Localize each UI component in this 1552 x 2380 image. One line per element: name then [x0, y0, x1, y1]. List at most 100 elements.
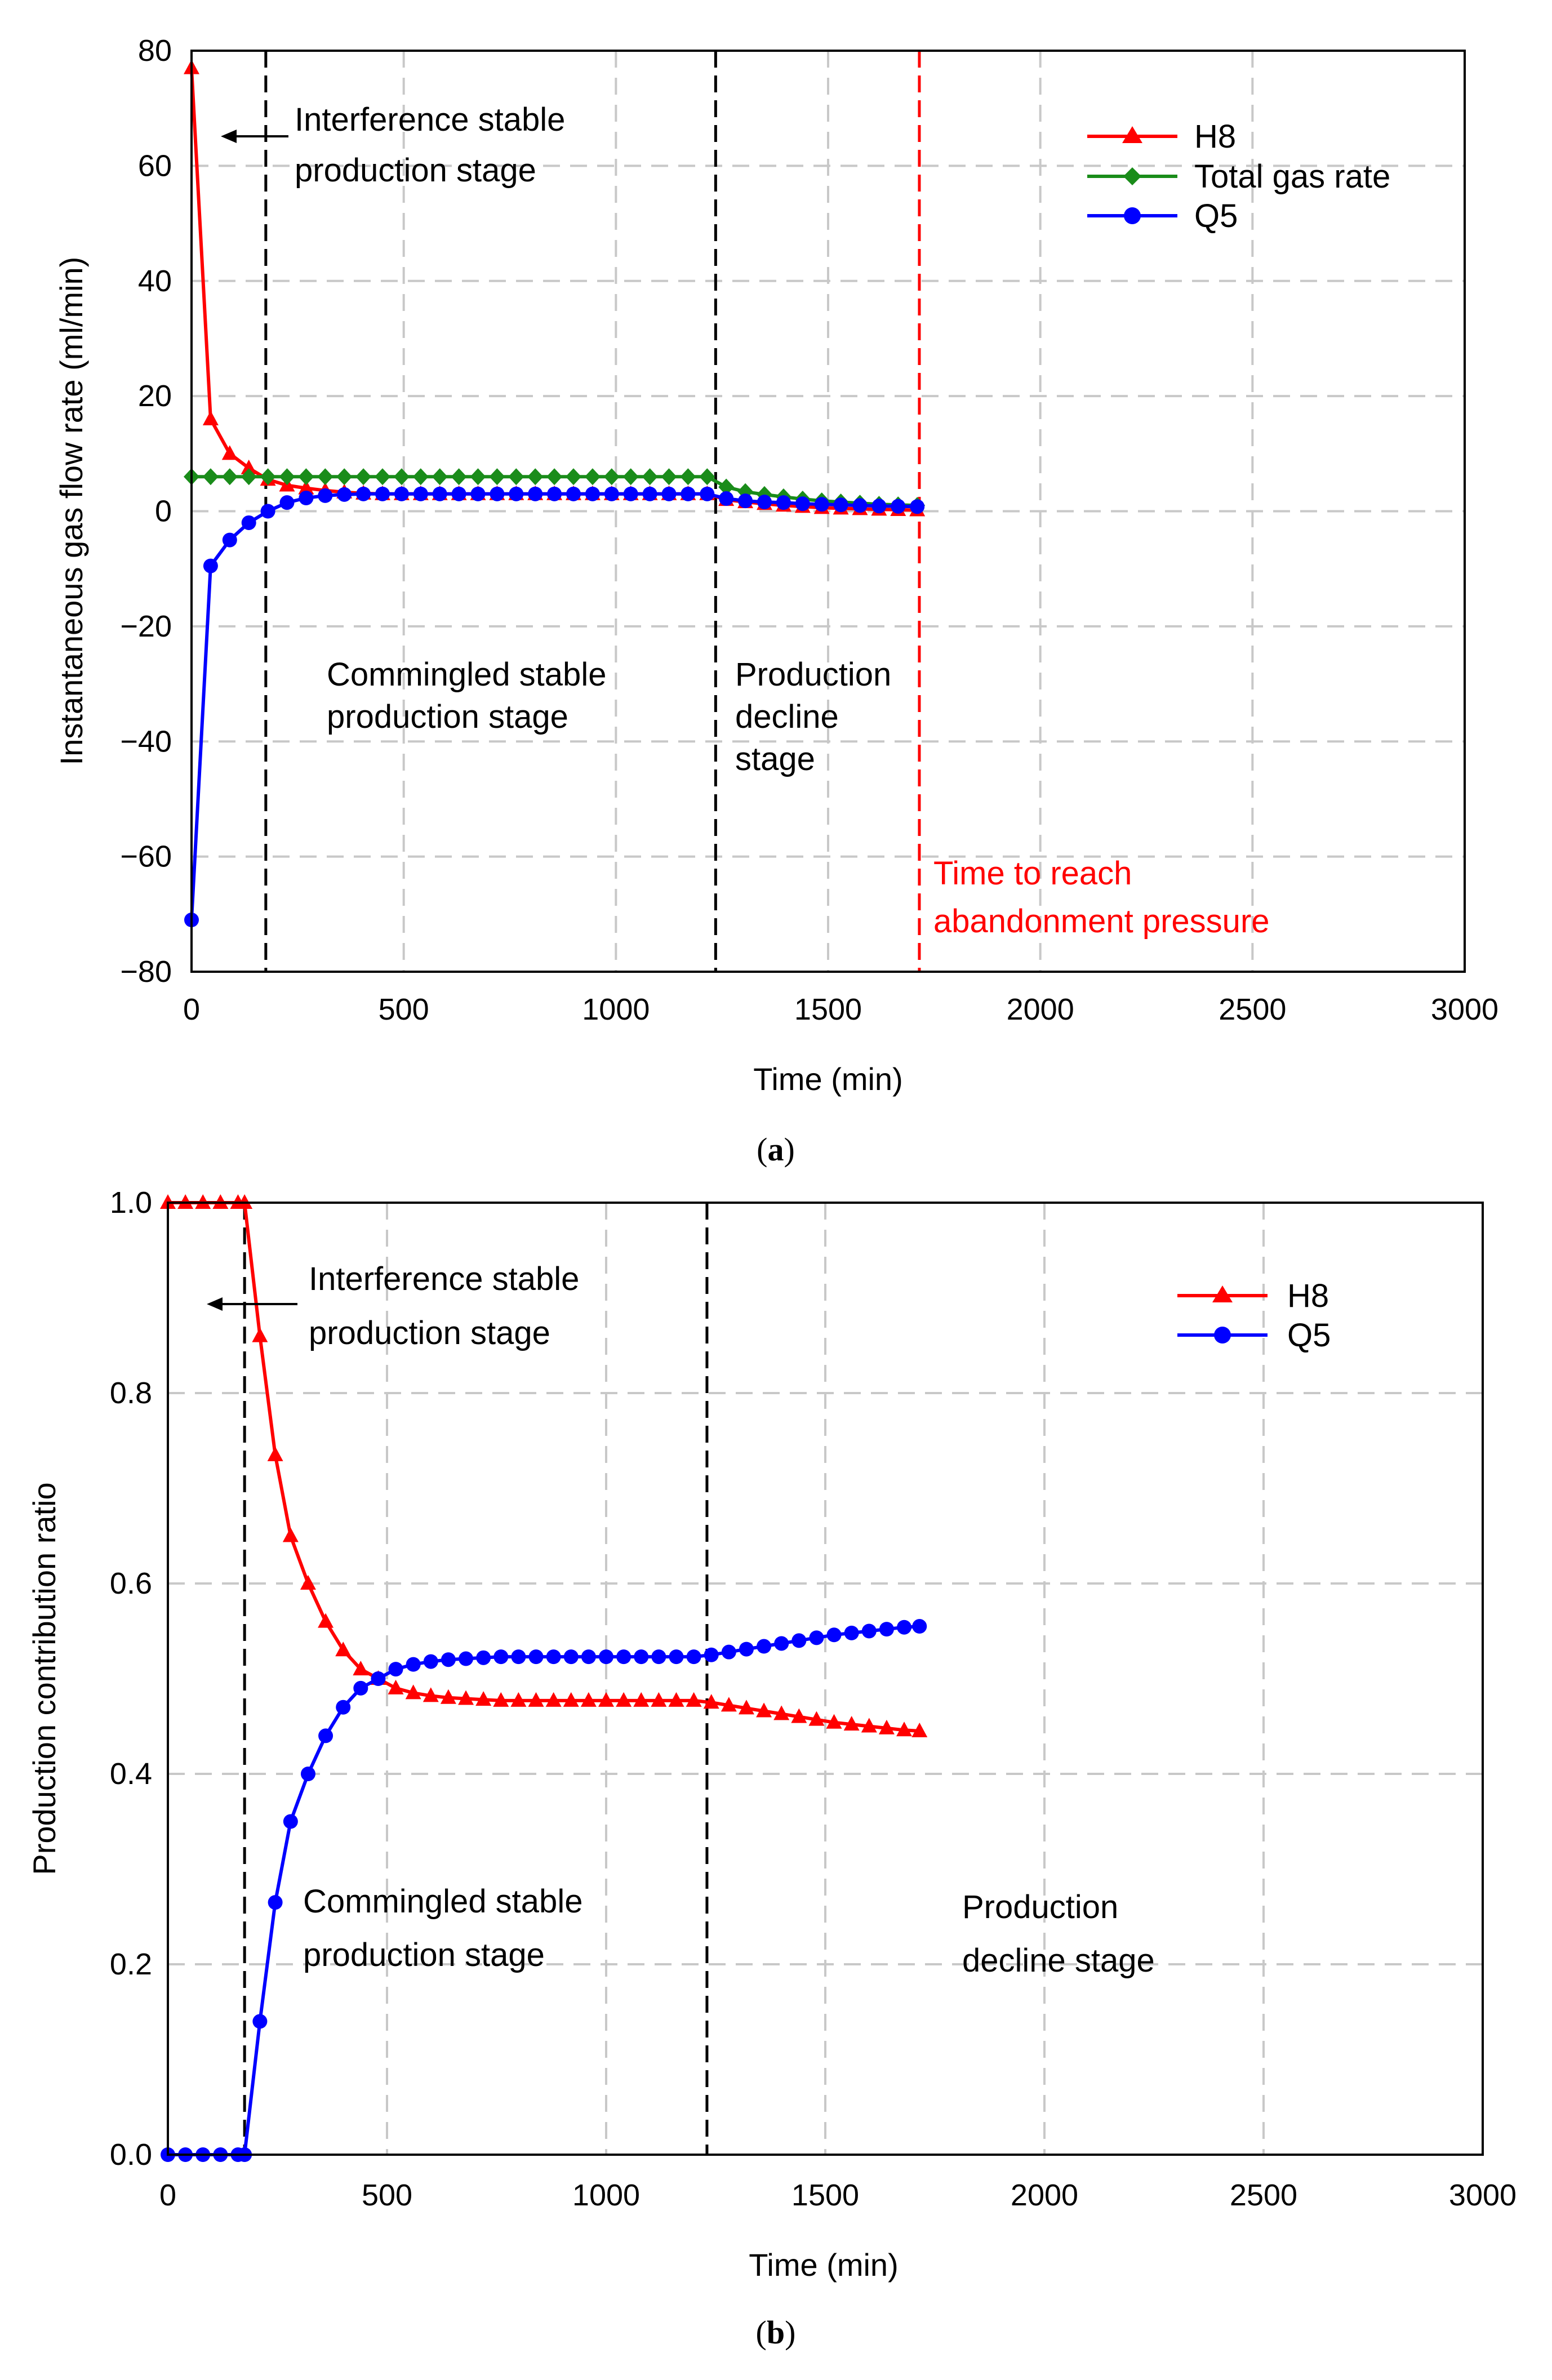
- data-point-q5: [566, 486, 581, 501]
- x-tick-label: 1500: [794, 993, 862, 1026]
- data-point-total-gas-rate: [336, 468, 353, 486]
- legend-q5-label: Q5: [1287, 1317, 1331, 1354]
- data-point-total-gas-rate: [546, 468, 563, 486]
- data-point-q5: [336, 1700, 351, 1715]
- data-point-q5: [241, 515, 256, 530]
- data-point-q5: [371, 1671, 386, 1686]
- data-point-q5: [493, 1649, 509, 1665]
- chart-a-annotation-decline-line-3: stage: [735, 741, 815, 777]
- y-tick-label: 0.8: [110, 1376, 152, 1410]
- chart-b-panel-caption: (b): [756, 2314, 796, 2351]
- data-point-q5: [757, 495, 772, 510]
- chart-a-annotation-commingled-line-2: production stage: [327, 699, 568, 735]
- data-point-total-gas-rate: [375, 468, 390, 486]
- chart-b-grid: [168, 1203, 1483, 2155]
- data-point-q5: [912, 1619, 927, 1634]
- chart-a-annotation-abandonment-line-2: abandonment pressure: [933, 903, 1270, 940]
- chart-b-annotation-decline-line-1: Production: [962, 1889, 1118, 1925]
- x-tick-label: 3000: [1431, 993, 1498, 1026]
- chart-b-y-ticks: 1.0 0.8 0.6 0.4 0.2 0.0: [110, 1186, 152, 2172]
- data-point-q5: [547, 486, 562, 501]
- chart-b-annotation-commingled-line-2: production stage: [303, 1937, 545, 1973]
- chart-a-panel-caption: (a): [757, 1131, 795, 1168]
- data-point-total-gas-rate: [355, 468, 372, 486]
- y-tick-label: 80: [138, 34, 172, 68]
- chart-a-frame: [190, 50, 1466, 973]
- data-point-q5: [669, 1649, 684, 1665]
- legend-q5-circle-icon: [1124, 207, 1141, 224]
- data-point-q5: [700, 486, 715, 501]
- x-tick-label: 0: [159, 2178, 176, 2212]
- y-tick-label: −80: [120, 955, 172, 989]
- data-point-q5: [203, 558, 218, 573]
- chart-a-annotation-interference-line-2: production stage: [295, 152, 536, 189]
- data-point-total-gas-rate: [661, 468, 677, 486]
- y-tick-label: 0.2: [110, 1947, 152, 1981]
- data-point-q5: [891, 499, 906, 514]
- data-point-total-gas-rate: [603, 468, 620, 486]
- data-point-q5: [356, 486, 371, 501]
- chart-b-annotation-decline-line-2: decline stage: [962, 1942, 1155, 1979]
- chart-a-annotation-decline-line-2: decline: [735, 699, 839, 735]
- data-point-q5: [546, 1649, 561, 1665]
- data-point-q5: [814, 497, 829, 512]
- chart-b-stage-lines: [243, 1203, 709, 2155]
- data-point-q5: [686, 1649, 701, 1665]
- data-point-h8: [911, 1722, 928, 1737]
- data-point-h8: [896, 1721, 913, 1737]
- data-point-total-gas-rate: [317, 468, 333, 486]
- data-point-h8: [241, 459, 257, 474]
- data-point-total-gas-rate: [470, 468, 486, 486]
- data-point-h8: [267, 1446, 283, 1461]
- data-point-q5: [651, 1649, 666, 1665]
- data-point-q5: [681, 486, 696, 501]
- data-point-h8: [668, 1692, 684, 1707]
- y-tick-label: −20: [120, 610, 172, 643]
- chart-a-y-ticks: 80 60 40 20 0 −20 −40 −60 −80: [120, 34, 172, 989]
- x-tick-label: 500: [379, 993, 429, 1026]
- chart-b: 0 500 1000 1500 2000 2500 3000 1.0 0.8 0.6 0.4 0.2…: [26, 1186, 1517, 2351]
- data-point-q5: [719, 491, 734, 506]
- y-tick-label: 0.4: [110, 1757, 152, 1791]
- data-point-h8: [282, 1527, 299, 1542]
- data-point-h8: [528, 1692, 544, 1707]
- data-point-q5: [413, 486, 428, 501]
- data-point-total-gas-rate: [584, 468, 601, 486]
- data-point-q5: [222, 532, 237, 548]
- chart-a-annotation-arrowhead: [221, 130, 237, 143]
- x-tick-label: 2500: [1230, 2178, 1297, 2212]
- data-point-h8: [738, 1700, 754, 1715]
- data-point-q5: [861, 1623, 877, 1639]
- data-point-q5: [642, 486, 657, 501]
- legend-h8-label: H8: [1287, 1278, 1329, 1314]
- data-point-total-gas-rate: [699, 468, 715, 486]
- data-point-h8: [335, 1641, 352, 1657]
- chart-b-x-axis-label: Time (min): [749, 2247, 898, 2283]
- data-point-q5: [394, 486, 409, 501]
- data-point-h8: [580, 1692, 597, 1707]
- data-point-total-gas-rate: [241, 468, 257, 486]
- data-point-h8: [405, 1684, 421, 1700]
- data-point-q5: [757, 1639, 772, 1654]
- data-point-q5: [795, 496, 810, 511]
- data-point-h8: [791, 1708, 807, 1723]
- legend-total-gas-diamond-icon: [1123, 167, 1141, 185]
- data-point-q5: [826, 1627, 842, 1643]
- legend-q5-circle-icon: [1214, 1327, 1231, 1344]
- y-tick-label: 0.6: [110, 1567, 152, 1600]
- data-point-q5: [563, 1649, 579, 1665]
- data-point-q5: [279, 495, 295, 510]
- y-tick-label: 60: [138, 149, 172, 183]
- data-point-h8: [440, 1689, 456, 1704]
- chart-b-frame: [167, 1202, 1484, 2156]
- data-point-q5: [604, 486, 619, 501]
- legend-h8-label: H8: [1194, 118, 1236, 155]
- chart-a-annotation-interference-line-1: Interference stable: [295, 101, 565, 138]
- data-point-q5: [353, 1680, 368, 1696]
- data-point-q5: [318, 1728, 333, 1743]
- legend-h8-triangle-icon: [1212, 1285, 1233, 1302]
- data-point-h8: [703, 1694, 719, 1709]
- data-point-q5: [511, 1649, 526, 1665]
- chart-b-legend: H8 Q5: [1177, 1278, 1331, 1354]
- data-point-total-gas-rate: [279, 468, 295, 486]
